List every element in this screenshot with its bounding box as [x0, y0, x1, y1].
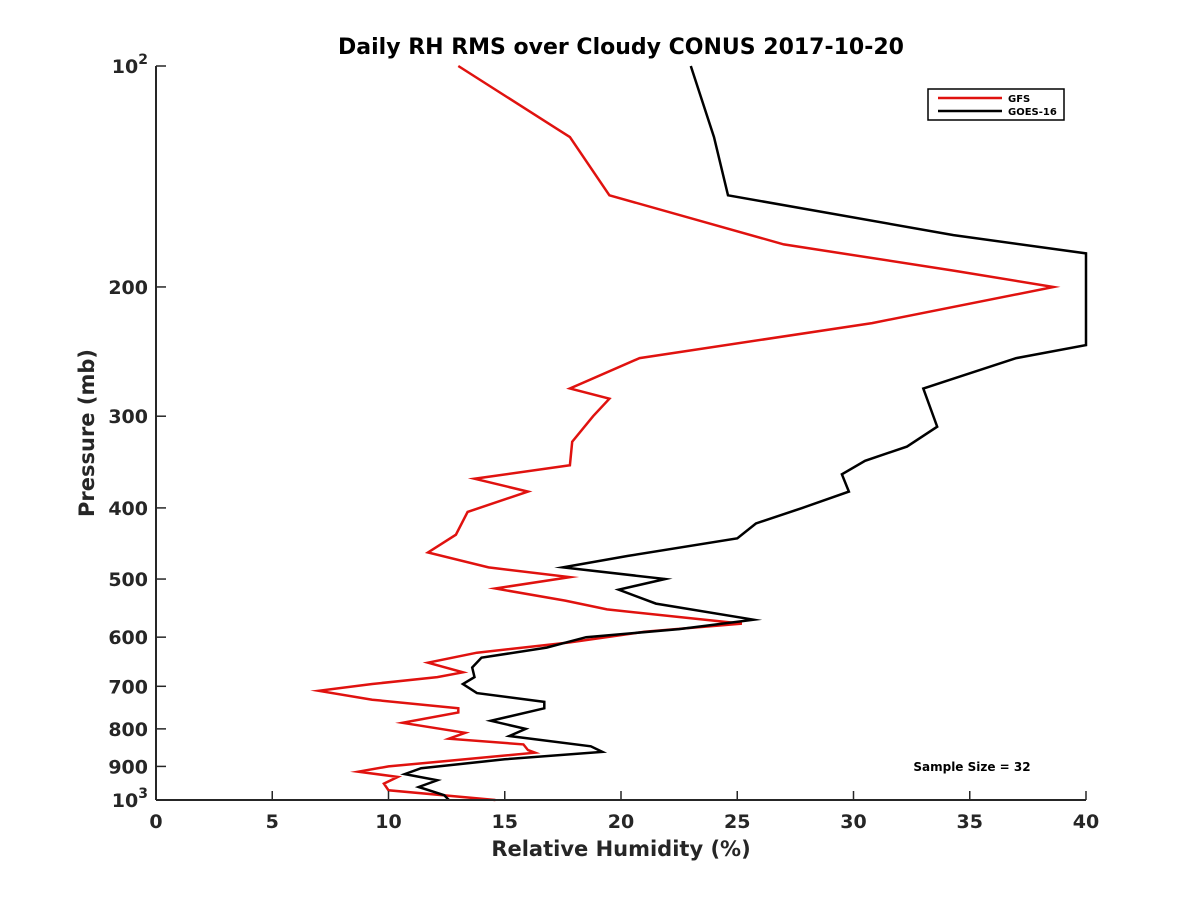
- series-line-goes-16: [400, 65, 1088, 801]
- y-tick-label: 500: [108, 569, 148, 591]
- legend: GFS GOES-16: [927, 88, 1065, 121]
- chart-title: Daily RH RMS over Cloudy CONUS 2017-10-2…: [338, 35, 904, 60]
- y-tick-label: 400: [108, 498, 148, 520]
- x-tick-label: 0: [149, 811, 162, 833]
- x-tick-label: 35: [957, 811, 983, 833]
- legend-box: [927, 88, 1065, 121]
- x-axis-label: Relative Humidity (%): [491, 837, 750, 861]
- x-tick-label: 20: [608, 811, 634, 833]
- y-tick-label: 103: [112, 786, 148, 812]
- y-axis-label: Pressure (mb): [75, 349, 99, 517]
- sample-size-annotation: Sample Size = 32: [913, 760, 1030, 774]
- series-line-gfs: [310, 64, 1061, 802]
- y-tick-label: 800: [108, 719, 148, 741]
- y-tick-label: 200: [108, 277, 148, 299]
- legend-label-goes-16: GOES-16: [1008, 107, 1057, 118]
- y-tick-label: 600: [108, 627, 148, 649]
- x-tick-label: 25: [724, 811, 750, 833]
- x-tick-label: 40: [1073, 811, 1099, 833]
- legend-label-gfs: GFS: [1008, 94, 1030, 105]
- y-tick-label: 900: [108, 756, 148, 778]
- x-tick-label: 15: [492, 811, 518, 833]
- x-tick-label: 5: [266, 811, 279, 833]
- x-tick-label: 30: [840, 811, 866, 833]
- y-tick-label: 300: [108, 406, 148, 428]
- y-tick-label: 102: [112, 52, 148, 78]
- x-tick-label: 10: [375, 811, 401, 833]
- y-tick-label: 700: [108, 676, 148, 698]
